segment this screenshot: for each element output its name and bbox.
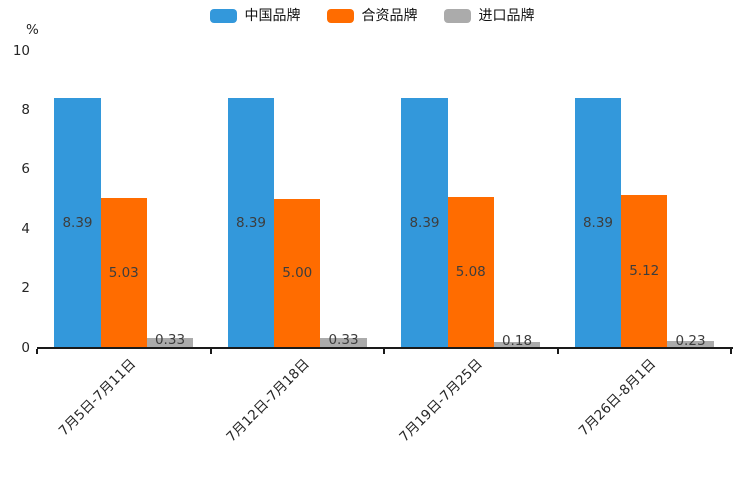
legend-swatch-joint-venture-brand (326, 9, 354, 23)
bar-value-label: 8.39 (62, 214, 93, 231)
bar-series1-cat3 (621, 195, 668, 348)
x-tick-label: 7月19日-7月25日 (396, 356, 487, 446)
bar-value-label: 8.39 (409, 214, 440, 231)
x-axis-tick (556, 348, 559, 354)
bar-series1-cat2 (447, 196, 494, 348)
y-tick-label: 2 (21, 280, 30, 297)
bar-value-label: 8.39 (582, 214, 613, 231)
legend-item-china-brand: 中国品牌 (209, 7, 301, 25)
bar-series1-cat0 (100, 198, 147, 348)
legend: 中国品牌 合资品牌 进口品牌 (0, 7, 744, 25)
x-axis-line (37, 346, 733, 349)
bar-value-label: 8.39 (235, 214, 266, 231)
x-tick-label: 7月12日-7月18日 (223, 356, 313, 446)
legend-item-import-brand: 进口品牌 (443, 7, 535, 25)
y-tick-label: 0 (21, 339, 30, 356)
y-tick-label: 4 (21, 220, 30, 237)
bar-value-label: 5.12 (629, 263, 660, 280)
legend-label-joint-venture-brand: 合资品牌 (361, 8, 418, 24)
y-tick-label: 6 (21, 161, 30, 178)
legend-label-import-brand: 进口品牌 (478, 8, 535, 24)
bar-value-label: 0.23 (675, 333, 706, 349)
y-tick-label: 10 (12, 42, 30, 59)
bar-value-label: 5.00 (282, 265, 313, 282)
x-axis-tick (730, 348, 732, 354)
bar-series0-cat0 (54, 98, 101, 348)
bar-series1-cat1 (274, 199, 321, 348)
bar-value-label: 0.33 (328, 331, 359, 348)
bar-value-label: 5.08 (455, 264, 486, 281)
bar-series0-cat1 (227, 98, 275, 348)
x-axis-tick (36, 348, 38, 354)
x-tick-label: 7月5日-7月11日 (55, 356, 140, 440)
bar-value-label: 0.33 (154, 331, 186, 348)
bar-series2-cat0 (146, 337, 194, 348)
x-tick-label: 7月26日-8月1日 (576, 356, 660, 440)
bar-series0-cat3 (574, 98, 622, 348)
legend-item-joint-venture-brand: 合资品牌 (326, 7, 418, 25)
y-axis-unit-label: % (26, 22, 39, 38)
legend-swatch-china-brand (209, 9, 237, 23)
bar-series0-cat2 (401, 98, 448, 348)
bar-value-label: 5.03 (108, 264, 139, 281)
legend-swatch-import-brand (443, 9, 471, 23)
y-tick-label: 8 (21, 101, 30, 118)
x-axis-tick (383, 348, 385, 354)
bar-series2-cat1 (320, 337, 367, 348)
bar-series2-cat3 (667, 340, 714, 348)
x-axis-tick (209, 348, 212, 354)
bar-series2-cat2 (493, 342, 541, 348)
legend-label-china-brand: 中国品牌 (244, 8, 301, 24)
bar-value-label: 0.18 (501, 333, 533, 349)
